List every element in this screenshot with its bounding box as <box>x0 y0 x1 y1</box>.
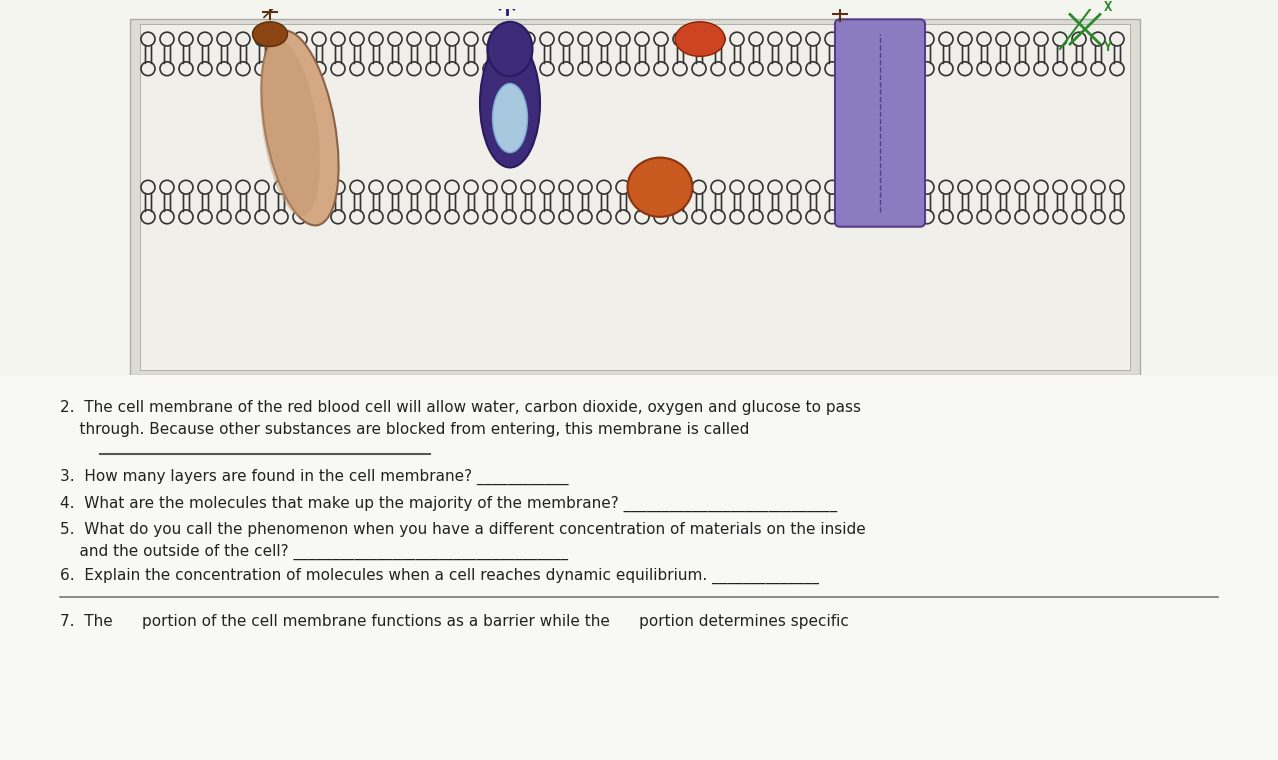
Text: 3.  How many layers are found in the cell membrane? ____________: 3. How many layers are found in the cell… <box>60 469 569 485</box>
FancyBboxPatch shape <box>141 24 1130 370</box>
Ellipse shape <box>481 39 541 167</box>
Text: 4.  What are the molecules that make up the majority of the membrane? __________: 4. What are the molecules that make up t… <box>60 496 837 511</box>
Ellipse shape <box>487 22 533 76</box>
Ellipse shape <box>675 22 725 56</box>
Text: 6.  Explain the concentration of molecules when a cell reaches dynamic equilibri: 6. Explain the concentration of molecule… <box>60 568 819 584</box>
Text: X: X <box>1104 1 1112 14</box>
FancyBboxPatch shape <box>0 375 1278 760</box>
FancyBboxPatch shape <box>130 19 1140 375</box>
Ellipse shape <box>259 40 320 216</box>
Text: 7.  The      portion of the cell membrane functions as a barrier while the      : 7. The portion of the cell membrane func… <box>60 614 849 629</box>
Text: 5.  What do you call the phenomenon when you have a different concentration of m: 5. What do you call the phenomenon when … <box>60 522 865 560</box>
Text: Y: Y <box>1104 40 1112 54</box>
Ellipse shape <box>262 30 339 226</box>
Ellipse shape <box>253 22 288 46</box>
Ellipse shape <box>492 84 528 153</box>
Ellipse shape <box>627 157 693 217</box>
Text: 2.  The cell membrane of the red blood cell will allow water, carbon dioxide, ox: 2. The cell membrane of the red blood ce… <box>60 400 861 437</box>
FancyBboxPatch shape <box>835 19 925 226</box>
